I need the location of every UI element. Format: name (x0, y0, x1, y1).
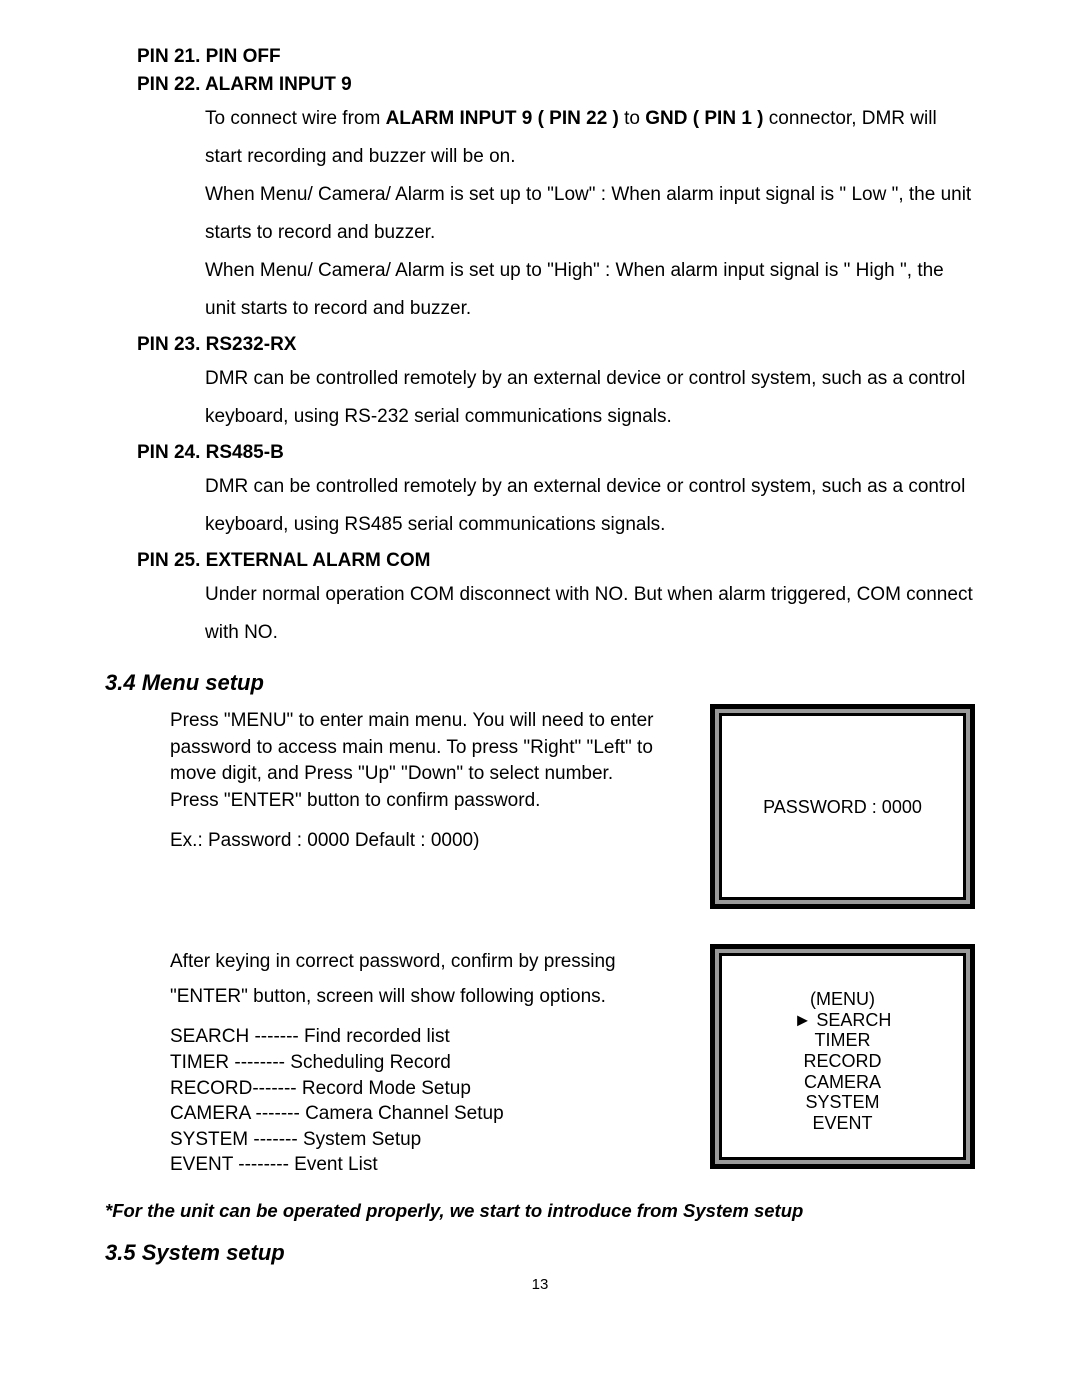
password-screen: PASSWORD : 0000 (710, 704, 975, 909)
option-system: SYSTEM ------- System Setup (170, 1127, 680, 1153)
menu-screen: (MENU) ► SEARCH TIMER RECORD CAMERA SYST… (710, 944, 975, 1169)
txt: After keying in correct password, confir… (170, 951, 616, 972)
page-number: 13 (105, 1276, 975, 1293)
txt: " " (389, 763, 408, 784)
menu-screen-system: SYSTEM (805, 1092, 879, 1113)
option-record: RECORD------- Record Mode Setup (170, 1076, 680, 1102)
txt: " to select number. (456, 763, 613, 784)
txt: Right (530, 737, 574, 758)
pin23-body: DMR can be controlled remotely by an ext… (205, 360, 975, 436)
menu-screen-camera: CAMERA (804, 1072, 881, 1093)
txt: Up (365, 763, 389, 784)
example-password: Ex.: Password : 0000 Default : 0000) (170, 828, 680, 855)
txt: "ENTER" (224, 790, 302, 811)
txt: Press (170, 710, 224, 731)
txt: button to confirm password. (302, 790, 541, 811)
pin25-heading: PIN 25. EXTERNAL ALARM COM (137, 550, 975, 572)
menu-screen-search: ► SEARCH (794, 1010, 892, 1031)
pin24-body: DMR can be controlled remotely by an ext… (205, 468, 975, 544)
pin22-p2: When Menu/ Camera/ Alarm is set up to "L… (205, 176, 975, 252)
password-screen-text: PASSWORD : 0000 (763, 797, 922, 818)
footnote: *For the unit can be operated properly, … (105, 1200, 975, 1222)
pin22-p1a: To connect wire from (205, 108, 386, 129)
option-event: EVENT -------- Event List (170, 1152, 680, 1178)
pin22-p1d: GND ( PIN 1 ) (645, 108, 769, 129)
option-timer: TIMER -------- Scheduling Record (170, 1050, 680, 1076)
pin22-p1b: ALARM INPUT 9 ( PIN 22 ) (386, 108, 625, 129)
txt: Press (170, 790, 224, 811)
menu-screen-record: RECORD (803, 1051, 881, 1072)
txt: button, screen will show following optio… (248, 986, 606, 1007)
pin22-heading: PIN 22. ALARM INPUT 9 (137, 74, 975, 96)
txt: "MENU" (224, 710, 293, 731)
pin21-heading: PIN 21. PIN OFF (137, 46, 975, 68)
pin22-p1c: to (624, 108, 645, 129)
section-3-5-heading: 3.5 System setup (105, 1240, 975, 1266)
menu-setup-instructions-1: Press "MENU" to enter main menu. You wil… (170, 704, 680, 859)
option-camera: CAMERA ------- Camera Channel Setup (170, 1101, 680, 1127)
menu-setup-instructions-2: After keying in correct password, confir… (170, 944, 680, 1178)
menu-screen-timer: TIMER (815, 1030, 871, 1051)
option-search: SEARCH ------- Find recorded list (170, 1024, 680, 1050)
menu-screen-title: (MENU) (810, 989, 875, 1010)
pin25-body: Under normal operation COM disconnect wi… (205, 576, 975, 652)
txt: "ENTER" (170, 986, 248, 1007)
section-3-4-heading: 3.4 Menu setup (105, 670, 975, 696)
pin22-p3: When Menu/ Camera/ Alarm is set up to "H… (205, 252, 975, 328)
menu-screen-event: EVENT (812, 1113, 872, 1134)
txt: Down (408, 763, 457, 784)
txt: " " (575, 737, 594, 758)
pin23-heading: PIN 23. RS232-RX (137, 334, 975, 356)
txt: Left (593, 737, 625, 758)
pin22-body: To connect wire from ALARM INPUT 9 ( PIN… (205, 100, 975, 328)
pin24-heading: PIN 24. RS485-B (137, 442, 975, 464)
